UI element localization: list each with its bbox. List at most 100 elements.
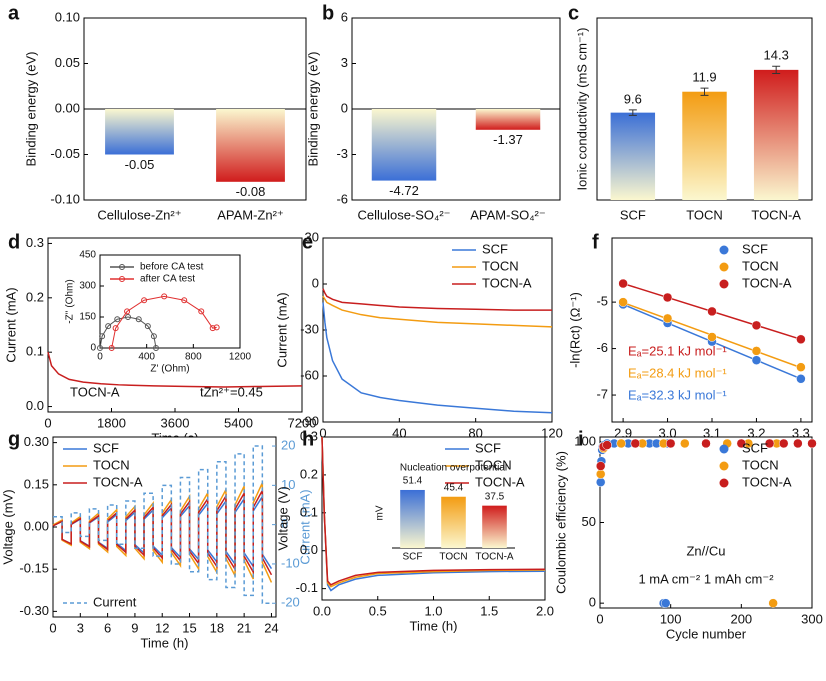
y-tick-label: 0.30 bbox=[24, 434, 49, 449]
bar bbox=[610, 112, 656, 200]
y-tick-label: -5 bbox=[596, 294, 608, 309]
x-tick-label: 3 bbox=[77, 620, 84, 635]
legend-label: TOCN-A bbox=[482, 275, 532, 290]
y-tick-label: -0.30 bbox=[19, 603, 49, 618]
y-tick-label: 30 bbox=[305, 229, 319, 244]
y-tick-label: 3 bbox=[341, 55, 348, 70]
line bbox=[99, 316, 157, 349]
point bbox=[662, 313, 673, 324]
x-tick-label: SCF bbox=[620, 207, 646, 222]
point bbox=[153, 345, 159, 351]
x-tick-label: 6 bbox=[104, 620, 111, 635]
x-axis-label: Time (h) bbox=[410, 618, 458, 633]
bar bbox=[475, 109, 541, 130]
point bbox=[125, 314, 131, 320]
point bbox=[707, 332, 717, 342]
bar bbox=[441, 496, 466, 548]
annotation: TOCN-A bbox=[70, 384, 120, 399]
x-tick-label: 1800 bbox=[97, 415, 126, 430]
legend-marker bbox=[119, 276, 125, 282]
x-tick-label: 0 bbox=[319, 425, 326, 440]
point bbox=[707, 306, 717, 317]
legend-label: SCF bbox=[742, 440, 768, 455]
panel: b -6 -3 0 3 6 Binding energy (eV) Cellulose-SO₄… bbox=[305, 2, 561, 222]
point bbox=[198, 308, 205, 315]
x-tick-label: 0 bbox=[44, 415, 51, 430]
y2-axis-label: Current (mA) bbox=[297, 489, 312, 564]
point bbox=[595, 477, 606, 487]
point bbox=[618, 278, 628, 289]
annotation: Eₐ=32.3 kJ mol⁻¹ bbox=[628, 387, 727, 402]
y-tick-label: -0.15 bbox=[19, 561, 49, 576]
x-tick-label: 12 bbox=[155, 620, 169, 635]
x-tick-label: 300 bbox=[801, 611, 823, 626]
panel-letter: e bbox=[302, 231, 313, 253]
y2-tick-label: -10 bbox=[281, 555, 300, 570]
y-tick-label: -60 bbox=[300, 367, 319, 382]
x-tick-label: 120 bbox=[541, 425, 563, 440]
y2-tick-label: -20 bbox=[281, 595, 300, 610]
y-tick-label: -7 bbox=[596, 386, 608, 401]
y-tick-label: -6 bbox=[336, 191, 348, 206]
point bbox=[124, 308, 131, 315]
panel: a -0.10 -0.05 0.00 0.05 0.10 Binding energy (e… bbox=[8, 2, 307, 222]
y-tick-label: 0.1 bbox=[26, 344, 44, 359]
bar bbox=[216, 109, 285, 182]
y-tick-label: 0.10 bbox=[55, 9, 80, 24]
x-tick-label: 100 bbox=[660, 611, 682, 626]
x-axis-label: Z' (Ohm) bbox=[150, 364, 189, 375]
y-axis-label: Current (mA) bbox=[3, 287, 18, 362]
legend-label: TOCN bbox=[742, 457, 779, 472]
x-axis-label: Time (h) bbox=[141, 635, 189, 650]
bar bbox=[371, 109, 437, 181]
x-tick-label: 800 bbox=[185, 352, 202, 363]
panel: g -0.30 -0.15 0.00 0.15 0.30 -20 -10 0 10 20 0 3 6 9 12… bbox=[0, 428, 312, 650]
legend-label: after CA test bbox=[140, 274, 195, 285]
panel: e-90-60-3003004080120Time (s)Current (mA… bbox=[274, 229, 562, 455]
point bbox=[161, 293, 168, 300]
y-tick-label: 0.3 bbox=[300, 428, 318, 443]
legend-label: SCF bbox=[475, 440, 501, 455]
x-tick-label: Cellulose-SO₄²⁻ bbox=[357, 207, 450, 222]
y-tick-label: 0.15 bbox=[24, 476, 49, 491]
y-axis-label: Current (mA) bbox=[274, 292, 289, 367]
legend-label: SCF bbox=[482, 241, 508, 256]
panel-letter: f bbox=[592, 231, 599, 253]
y-axis-label: Binding energy (eV) bbox=[23, 52, 38, 167]
y-tick-label: 0.2 bbox=[26, 289, 44, 304]
y-tick-label: 50 bbox=[582, 514, 596, 529]
point bbox=[660, 598, 671, 608]
plot-frame bbox=[611, 237, 813, 423]
annotation: 1 mA cm⁻² 1 mAh cm⁻² bbox=[638, 571, 774, 586]
x-tick-label: Cellulose-Zn²⁺ bbox=[97, 207, 181, 222]
point bbox=[135, 316, 142, 323]
x-tick-label: 21 bbox=[237, 620, 251, 635]
y-tick-label: -0.05 bbox=[50, 146, 80, 161]
panel-letter: b bbox=[322, 2, 334, 24]
x-tick-label: 9 bbox=[131, 620, 138, 635]
panel-letter: h bbox=[302, 428, 314, 450]
point bbox=[751, 320, 762, 331]
bar bbox=[753, 69, 799, 201]
panel-letter: i bbox=[578, 428, 584, 450]
point bbox=[796, 374, 806, 384]
y-tick-label: 150 bbox=[79, 312, 96, 323]
y-tick-label: -0.1 bbox=[296, 580, 318, 595]
point bbox=[751, 355, 762, 365]
panel-letter: g bbox=[8, 428, 20, 450]
x-tick-label: 0 bbox=[97, 352, 103, 363]
value-label: -0.05 bbox=[125, 157, 155, 172]
y-axis-label: Ionic conductivity (mS cm⁻¹) bbox=[574, 28, 589, 191]
point bbox=[112, 325, 119, 332]
point bbox=[99, 333, 106, 340]
legend-label: TOCN bbox=[482, 258, 519, 273]
plot-frame bbox=[52, 436, 277, 618]
value-label: 37.5 bbox=[485, 491, 505, 502]
y-tick-label: 0.00 bbox=[24, 518, 49, 533]
legend-label: TOCN bbox=[742, 258, 779, 273]
line bbox=[322, 302, 553, 414]
y-tick-label: 6 bbox=[341, 9, 348, 24]
bar bbox=[105, 109, 174, 155]
y-tick-label: -90 bbox=[300, 413, 319, 428]
